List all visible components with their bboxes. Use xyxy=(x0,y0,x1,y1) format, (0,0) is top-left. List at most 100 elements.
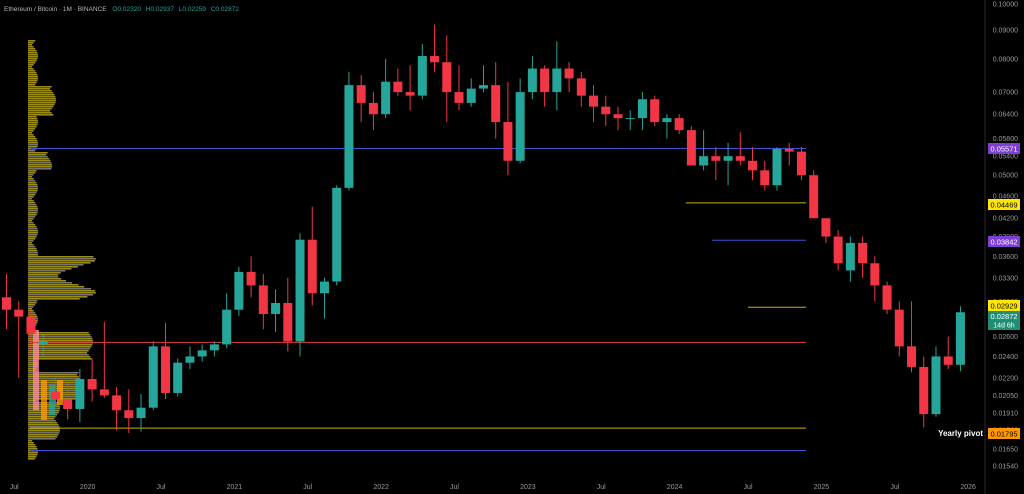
tag-yearly-pivot: Yearly pivot 0.01795 xyxy=(938,428,1020,439)
candle-2025-09[interactable] xyxy=(919,356,929,428)
candle-2024-05[interactable] xyxy=(723,142,733,186)
candle-2022-05[interactable] xyxy=(430,24,440,72)
candle-2019-07[interactable] xyxy=(14,301,24,378)
candle-2025-12[interactable] xyxy=(955,306,965,372)
time-tick-label: Jul xyxy=(157,484,166,491)
candle-2020-10[interactable] xyxy=(197,344,207,362)
candle-2020-11[interactable] xyxy=(209,341,219,357)
candle-body xyxy=(283,302,293,342)
profile-row xyxy=(28,98,56,100)
time-axis[interactable]: Jul 2020 Jul 2021 Jul 2022 Jul 2023 Jul 2024 Jul 20… xyxy=(10,484,1024,491)
candle-2025-03[interactable] xyxy=(845,236,855,282)
candle-2021-03[interactable] xyxy=(258,274,268,330)
candle-2023-05[interactable] xyxy=(576,71,586,107)
candle-2024-09[interactable] xyxy=(772,147,782,191)
candle-2020-07[interactable] xyxy=(160,322,170,399)
candle-2023-03[interactable] xyxy=(552,41,562,111)
candle-body xyxy=(381,81,391,115)
candle-2024-04[interactable] xyxy=(711,147,721,181)
candle-2019-06[interactable] xyxy=(2,274,11,330)
candle-2021-10[interactable] xyxy=(344,71,354,191)
candle-2025-04[interactable] xyxy=(858,236,868,278)
candle-2023-09[interactable] xyxy=(625,110,635,131)
candle-2023-06[interactable] xyxy=(589,85,599,123)
candle-2024-12[interactable] xyxy=(809,170,819,219)
candle-2021-06[interactable] xyxy=(295,233,305,357)
candle-2020-02[interactable] xyxy=(99,321,109,398)
candle-2020-08[interactable] xyxy=(173,358,183,397)
candle-2020-05[interactable] xyxy=(136,394,146,432)
candle-2021-11[interactable] xyxy=(356,75,366,123)
candle-2022-01[interactable] xyxy=(381,59,391,119)
candle-2021-01[interactable] xyxy=(234,266,244,316)
candle-2023-08[interactable] xyxy=(613,106,623,131)
symbol-header[interactable]: Ethereum / Bitcoin · 1M · BINANCE O0.023… xyxy=(4,6,239,13)
candle-2019-09[interactable] xyxy=(38,334,48,357)
candle-2022-03[interactable] xyxy=(405,65,415,111)
candle-2021-12[interactable] xyxy=(368,92,378,131)
candle-2022-10[interactable] xyxy=(491,62,501,139)
candle-2021-05[interactable] xyxy=(283,277,293,352)
candle-2024-02[interactable] xyxy=(686,126,696,166)
candle-2024-03[interactable] xyxy=(699,130,709,171)
candle-2023-10[interactable] xyxy=(637,92,647,131)
candle-2024-10[interactable] xyxy=(784,142,794,166)
candle-2025-05[interactable] xyxy=(870,256,880,302)
candle-2025-06[interactable] xyxy=(882,281,892,314)
candle-2023-04[interactable] xyxy=(564,62,574,93)
candle-2024-06[interactable] xyxy=(735,132,745,166)
header-line[interactable]: Ethereum / Bitcoin · 1M · BINANCE O0.023… xyxy=(4,6,239,13)
candle-2022-12[interactable] xyxy=(515,78,525,164)
candle-2025-10[interactable] xyxy=(931,346,941,417)
candle-2022-08[interactable] xyxy=(466,78,476,107)
candle-2021-07[interactable] xyxy=(307,206,317,306)
candle-body xyxy=(894,309,904,347)
profile-row xyxy=(28,364,38,366)
candle-2023-02[interactable] xyxy=(540,65,550,107)
candle-2019-11[interactable] xyxy=(63,383,73,420)
candle-2020-03[interactable] xyxy=(112,387,122,431)
candle-2021-09[interactable] xyxy=(332,185,342,286)
candle-2019-12[interactable] xyxy=(75,369,85,423)
candle-2023-07[interactable] xyxy=(601,95,611,127)
candle-2023-01[interactable] xyxy=(527,56,537,100)
candle-2019-08[interactable] xyxy=(26,309,36,355)
profile-row xyxy=(28,136,36,138)
symbol-title[interactable]: Ethereum / Bitcoin · 1M · BINANCE xyxy=(4,6,107,13)
candle-2024-11[interactable] xyxy=(796,147,806,181)
candle-2025-11[interactable] xyxy=(943,336,953,370)
price-axis[interactable]: 0.10000 0.09000 0.08000 0.07000 0.06400 0.058… xyxy=(993,2,1018,471)
profile-row xyxy=(28,348,91,350)
candle-body xyxy=(368,102,378,115)
profile-row xyxy=(28,226,37,228)
candle-2019-10[interactable] xyxy=(50,377,60,407)
candle-2021-04[interactable] xyxy=(271,289,281,332)
candle-2022-04[interactable] xyxy=(417,44,427,100)
candle-2022-07[interactable] xyxy=(454,65,464,111)
candle-2020-01[interactable] xyxy=(87,358,97,402)
candle-2025-08[interactable] xyxy=(907,301,917,373)
candle-2020-09[interactable] xyxy=(185,346,195,370)
candle-2025-01[interactable] xyxy=(821,218,831,243)
profile-row xyxy=(28,178,34,180)
candle-2022-09[interactable] xyxy=(478,65,488,93)
candle-2023-12[interactable] xyxy=(662,114,672,139)
profile-row xyxy=(28,112,52,114)
candle-2024-01[interactable] xyxy=(674,114,684,135)
candle-2020-12[interactable] xyxy=(222,293,232,349)
profile-row xyxy=(28,314,37,316)
candle-2020-04[interactable] xyxy=(124,389,134,434)
candle-2024-07[interactable] xyxy=(748,147,758,181)
candle-2021-08[interactable] xyxy=(319,277,329,319)
candle-2025-07[interactable] xyxy=(894,301,904,357)
candle-2021-02[interactable] xyxy=(246,256,256,298)
candle-2025-02[interactable] xyxy=(833,230,843,271)
candle-2022-02[interactable] xyxy=(393,68,403,96)
candle-2020-06[interactable] xyxy=(148,341,158,411)
candle-2023-11[interactable] xyxy=(650,95,660,127)
candle-2022-06[interactable] xyxy=(442,35,452,123)
candlestick-series[interactable] xyxy=(2,24,965,434)
candle-2024-08[interactable] xyxy=(760,160,770,191)
candle-2022-11[interactable] xyxy=(503,81,513,176)
